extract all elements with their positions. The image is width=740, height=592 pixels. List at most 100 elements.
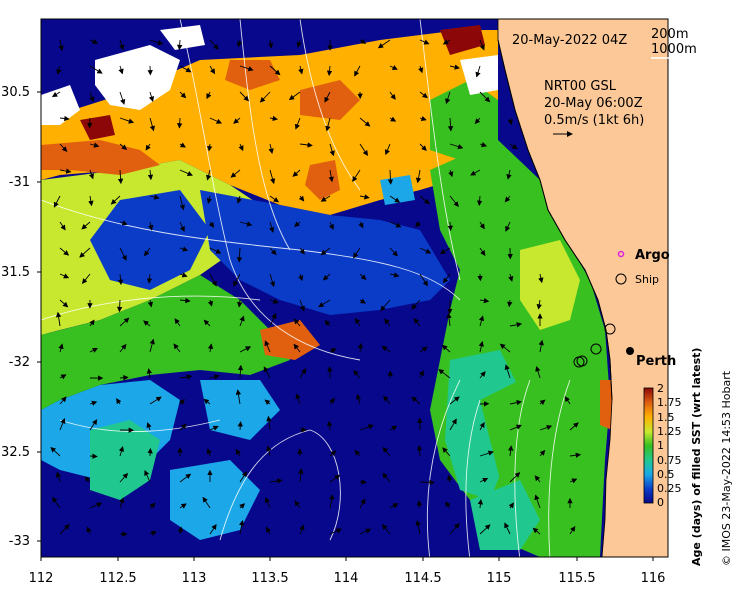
current-arrow bbox=[145, 143, 151, 151]
current-arrow bbox=[322, 273, 331, 281]
svg-text:1: 1 bbox=[657, 439, 664, 452]
current-arrow bbox=[202, 496, 211, 509]
current-arrow bbox=[299, 142, 313, 148]
current-arrow bbox=[119, 472, 129, 483]
current-arrow bbox=[147, 299, 154, 308]
current-arrow bbox=[298, 65, 304, 75]
current-arrow bbox=[149, 194, 160, 200]
current-arrow bbox=[447, 221, 453, 232]
ship-marker bbox=[615, 273, 627, 285]
current-arrow bbox=[418, 65, 424, 74]
current-arrow bbox=[441, 344, 451, 353]
current-arrow bbox=[358, 221, 364, 229]
current-arrow bbox=[538, 339, 544, 353]
current-arrow bbox=[419, 91, 428, 99]
current-arrow bbox=[479, 247, 486, 256]
current-arrow bbox=[89, 91, 95, 103]
y-axis-ticks: 30.5 -31 31.5 -32 32.5 -33 bbox=[1, 85, 30, 549]
current-arrow bbox=[206, 91, 212, 100]
current-arrow bbox=[269, 65, 281, 76]
current-arrow bbox=[354, 65, 361, 77]
current-arrow bbox=[259, 91, 271, 103]
current-arrow bbox=[411, 396, 421, 405]
current-arrow bbox=[237, 299, 243, 308]
svg-text:32.5: 32.5 bbox=[1, 445, 30, 460]
current-arrow bbox=[329, 474, 341, 483]
current-arrow bbox=[359, 117, 371, 127]
current-arrow bbox=[569, 452, 582, 458]
current-arrow bbox=[266, 415, 272, 431]
current-arrow bbox=[508, 502, 514, 509]
current-arrow bbox=[415, 169, 422, 184]
current-arrow bbox=[499, 343, 511, 353]
current-arrow bbox=[329, 528, 342, 535]
current-arrow bbox=[377, 39, 391, 49]
current-arrow bbox=[239, 471, 247, 483]
current-arrow bbox=[179, 297, 191, 304]
current-arrow bbox=[148, 221, 154, 231]
current-arrow bbox=[539, 399, 546, 406]
current-arrow bbox=[536, 299, 542, 310]
current-arrow bbox=[209, 374, 220, 380]
current-arrow bbox=[389, 272, 400, 278]
current-arrow bbox=[149, 39, 164, 46]
current-arrow bbox=[209, 425, 219, 431]
current-arrow bbox=[266, 445, 272, 457]
current-arrow bbox=[294, 500, 301, 509]
current-arrow bbox=[239, 65, 254, 72]
current-arrow bbox=[479, 91, 491, 103]
current-arrow bbox=[146, 273, 153, 284]
current-arrow bbox=[179, 195, 185, 211]
current-arrow bbox=[149, 338, 155, 353]
current-arrow bbox=[415, 520, 421, 535]
current-arrow bbox=[382, 523, 391, 535]
current-arrow bbox=[478, 341, 484, 353]
svg-text:2: 2 bbox=[657, 382, 664, 395]
current-arrow bbox=[384, 318, 391, 327]
current-arrow bbox=[357, 342, 364, 353]
current-arrow bbox=[239, 346, 252, 353]
current-arrow bbox=[59, 396, 67, 405]
current-arrow bbox=[239, 503, 246, 509]
current-arrow bbox=[269, 312, 277, 327]
current-arrow bbox=[51, 91, 61, 98]
current-arrow bbox=[179, 221, 185, 233]
current-arrow bbox=[59, 115, 70, 122]
current-arrow bbox=[476, 195, 483, 206]
current-arrow bbox=[478, 315, 485, 327]
current-arrow bbox=[269, 273, 276, 288]
colorbar-title: Age (days) of filled SST (wrt latest) bbox=[690, 348, 703, 566]
current-arrow bbox=[324, 91, 331, 103]
current-arrow bbox=[237, 421, 243, 431]
svg-text:-32: -32 bbox=[9, 355, 30, 370]
contour-label-200m: 200m bbox=[651, 27, 688, 42]
current-arrow bbox=[208, 221, 215, 228]
perth-marker bbox=[626, 347, 634, 355]
current-arrow bbox=[477, 499, 484, 509]
current-arrow bbox=[119, 497, 125, 509]
current-arrow bbox=[479, 422, 485, 431]
current-arrow bbox=[117, 169, 124, 185]
map-plot-area bbox=[41, 19, 668, 557]
current-arrow bbox=[59, 143, 68, 152]
current-arrow bbox=[445, 91, 451, 105]
current-arrow bbox=[416, 445, 423, 457]
svg-text:0.75: 0.75 bbox=[657, 454, 682, 467]
current-arrow bbox=[382, 472, 391, 483]
current-arrow bbox=[359, 38, 367, 44]
current-arrow bbox=[269, 115, 278, 122]
current-arrow bbox=[293, 318, 301, 327]
current-arrow bbox=[569, 525, 576, 535]
svg-text:114.5: 114.5 bbox=[404, 571, 441, 586]
current-arrow bbox=[59, 417, 66, 431]
ship-track-markers bbox=[573, 323, 616, 368]
current-arrow bbox=[569, 478, 578, 484]
current-arrow bbox=[509, 424, 522, 431]
current-arrow bbox=[149, 530, 157, 536]
current-arrow bbox=[179, 423, 187, 431]
current-arrow bbox=[264, 399, 271, 406]
current-vectors bbox=[50, 38, 582, 537]
current-arrow bbox=[328, 221, 334, 230]
current-arrow bbox=[147, 169, 154, 181]
current-arrow bbox=[419, 247, 432, 254]
